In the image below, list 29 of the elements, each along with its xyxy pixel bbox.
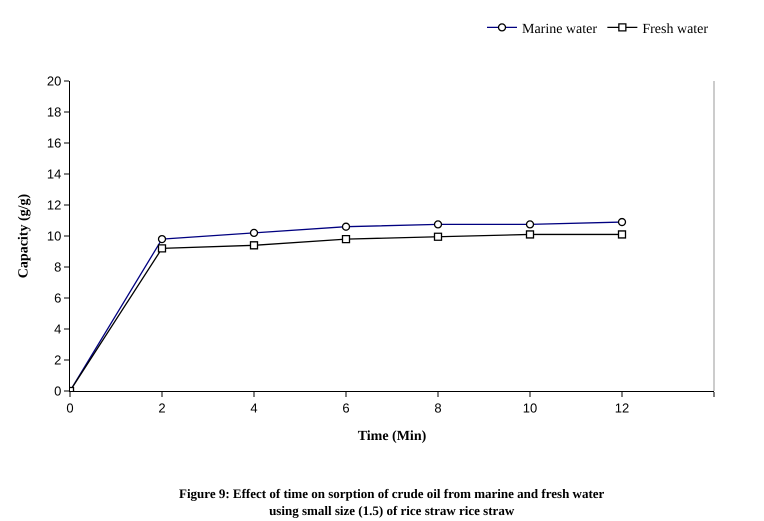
x-tick-label: 12 — [614, 400, 630, 416]
y-tick-label: 4 — [54, 322, 62, 337]
x-tick-label: 6 — [342, 400, 350, 416]
point — [618, 230, 626, 239]
y-axis-title: Capacity (g/g) — [16, 193, 32, 278]
point — [158, 244, 166, 253]
y-tick-label: 0 — [54, 384, 62, 399]
y-tick-label: 14 — [46, 166, 62, 182]
point — [526, 230, 534, 239]
point — [250, 241, 258, 250]
x-tick-label: 10 — [522, 400, 538, 416]
y-tick-label: 8 — [54, 260, 62, 275]
y-tick-label: 6 — [54, 290, 62, 306]
y-tick-label: 18 — [46, 104, 62, 120]
x-axis-title: Time (Min) — [358, 428, 427, 444]
caption: Figure 9: Effect of time on sorption of crude oil from marine and fresh water using small size (1.5) of rice straw rice straw — [179, 486, 605, 518]
point — [434, 232, 442, 241]
legend-label: Marine water — [522, 22, 598, 37]
y-tick-label: 12 — [46, 198, 62, 213]
y-tick-label: 20 — [46, 74, 62, 89]
y-tick-label: 10 — [46, 228, 62, 244]
point — [342, 234, 350, 244]
x-tick-label: 4 — [250, 400, 258, 416]
x-tick-label: 0 — [66, 400, 74, 416]
y-tick-label: 2 — [54, 352, 62, 368]
x-tick-label: 2 — [158, 400, 166, 416]
y-tick-label: 16 — [46, 136, 62, 151]
legend-label: Fresh water — [642, 22, 708, 37]
x-tick-label: 8 — [434, 400, 442, 416]
